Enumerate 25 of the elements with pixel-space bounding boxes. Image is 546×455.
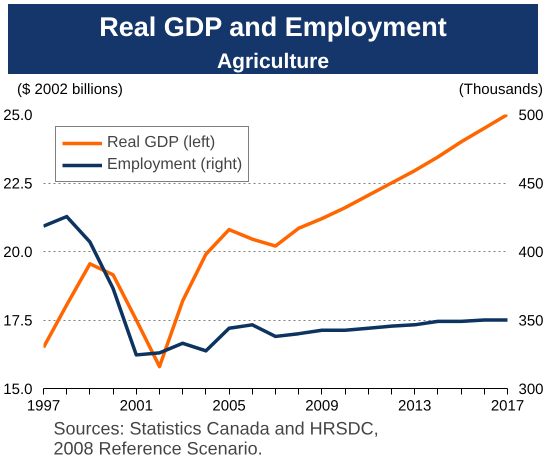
y2-tick-label: 350 xyxy=(518,312,544,330)
y-tick-label: 22.5 xyxy=(3,176,33,192)
line-series xyxy=(44,214,508,357)
y2-tick-label: 500 xyxy=(518,107,544,124)
y-axis-title: ($ 2002 billions) xyxy=(17,80,123,100)
x-tick-label: 2009 xyxy=(305,398,339,414)
x-tick-label: 2017 xyxy=(490,398,524,414)
legend-label: Employment (right) xyxy=(107,156,242,174)
chart-title: Real GDP and Employment xyxy=(99,11,447,44)
y-tick-label: 25.0 xyxy=(3,107,33,124)
y-tick-label: 20.0 xyxy=(3,244,33,261)
y-tick-label: 15.0 xyxy=(3,381,33,398)
source-note: Sources: Statistics Canada and HRSDC, 2008 Reference Scenario. xyxy=(54,418,379,455)
y2-tick-label: 300 xyxy=(518,381,544,398)
x-tick-label: 2013 xyxy=(398,398,432,414)
x-tick-label: 1997 xyxy=(26,398,60,414)
chart-subtitle: Agriculture xyxy=(216,48,330,75)
y2-axis-title: (Thousands) xyxy=(458,80,543,100)
line-series xyxy=(44,114,508,368)
y-tick-label: 17.5 xyxy=(3,312,33,330)
x-tick-label: 2005 xyxy=(212,398,246,414)
x-tick-label: 2001 xyxy=(120,398,153,414)
y2-tick-label: 400 xyxy=(518,244,544,261)
legend-label: Real GDP (left) xyxy=(107,134,216,152)
y2-tick-label: 450 xyxy=(518,176,544,192)
